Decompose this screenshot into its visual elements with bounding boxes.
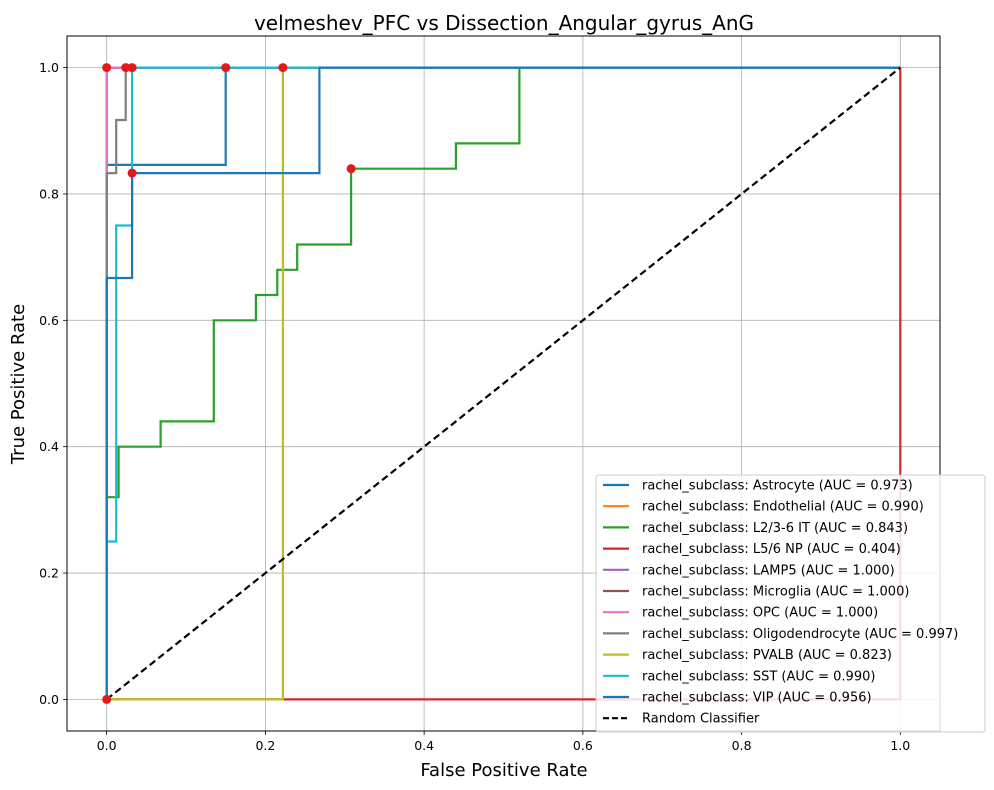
- legend-label: rachel_subclass: PVALB (AUC = 0.823): [642, 648, 892, 663]
- chart-title: velmeshev_PFC vs Dissection_Angular_gyru…: [254, 11, 754, 35]
- y-tick-label: 0.2: [39, 566, 59, 581]
- legend: rachel_subclass: Astrocyte (AUC = 0.973)…: [595, 474, 986, 733]
- legend-label: rachel_subclass: VIP (AUC = 0.956): [642, 691, 872, 706]
- y-tick-label: 0.4: [39, 439, 59, 454]
- x-tick-label: 1.0: [890, 738, 910, 753]
- legend-label: rachel_subclass: SST (AUC = 0.990): [642, 669, 875, 684]
- legend-label: rachel_subclass: L2/3-6 IT (AUC = 0.843): [642, 521, 908, 536]
- y-tick-label: 0.6: [39, 313, 59, 328]
- x-axis-label: False Positive Rate: [420, 760, 587, 781]
- threshold-marker: [346, 164, 356, 174]
- y-axis-ticks: 0.0 0.2 0.4 0.6 0.8 1.0: [39, 60, 67, 707]
- y-tick-label: 0.8: [39, 186, 59, 201]
- legend-label: rachel_subclass: Endothelial (AUC = 0.99…: [642, 500, 924, 515]
- y-axis-label: True Positive Rate: [8, 304, 29, 465]
- threshold-marker: [221, 63, 231, 73]
- plot-frame: [66, 35, 941, 732]
- threshold-marker: [102, 694, 112, 704]
- legend-label: rachel_subclass: Astrocyte (AUC = 0.973): [642, 479, 913, 494]
- legend-box: [595, 474, 986, 733]
- threshold-marker: [278, 63, 288, 73]
- threshold-marker: [127, 63, 137, 73]
- legend-label: Random Classifier: [642, 712, 760, 727]
- roc-curve-2: [105, 66, 901, 700]
- legend-label: rachel_subclass: LAMP5 (AUC = 1.000): [642, 563, 895, 578]
- legend-label: rachel_subclass: Microglia (AUC = 1.000): [642, 585, 909, 600]
- legend-label: rachel_subclass: OPC (AUC = 1.000): [642, 606, 878, 621]
- y-tick-label: 1.0: [39, 60, 59, 75]
- x-tick-label: 0.2: [255, 738, 275, 753]
- threshold-markers: [102, 63, 356, 704]
- legend-label: rachel_subclass: L5/6 NP (AUC = 0.404): [642, 542, 901, 557]
- x-tick-label: 0.4: [414, 738, 434, 753]
- x-axis-ticks: 0.0 0.2 0.4 0.6 0.8 1.0: [97, 731, 910, 753]
- threshold-marker: [102, 63, 112, 73]
- threshold-marker: [127, 168, 137, 178]
- x-tick-label: 0.0: [97, 738, 117, 753]
- legend-label: rachel_subclass: Oligodendrocyte (AUC = …: [642, 627, 958, 642]
- y-tick-label: 0.0: [39, 692, 59, 707]
- x-tick-label: 0.8: [732, 738, 752, 753]
- roc-curve-11: [106, 66, 901, 701]
- x-tick-label: 0.6: [573, 738, 593, 753]
- threshold-marker: [121, 63, 131, 73]
